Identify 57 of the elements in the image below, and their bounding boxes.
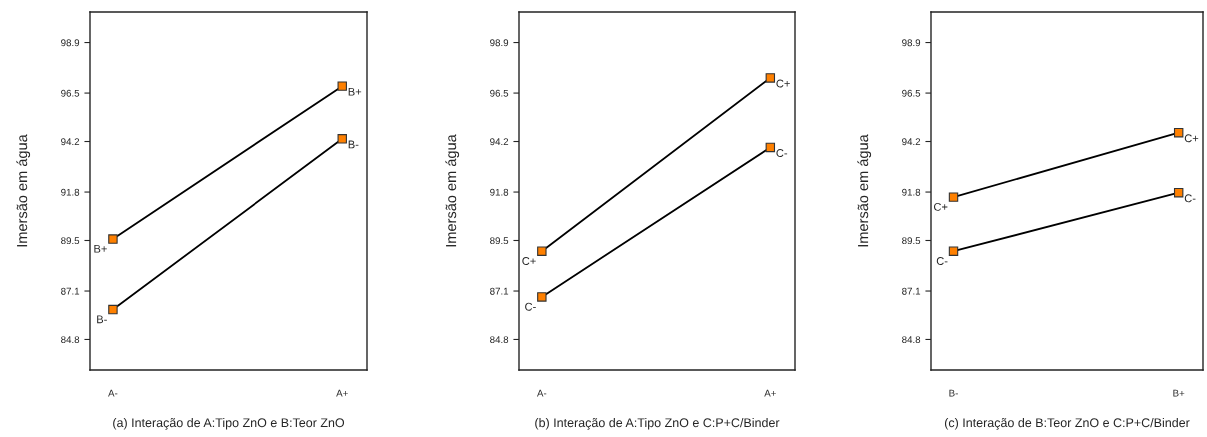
y-tick-label: 87.1 [902, 287, 921, 295]
y-tick-label: 96.5 [61, 89, 80, 97]
y-tick-label: 84.8 [61, 336, 80, 344]
point [337, 134, 347, 144]
y-tick-label: 91.8 [61, 188, 80, 196]
series-label: C+ [1184, 134, 1199, 143]
y-tick-label: 91.8 [902, 188, 921, 196]
x-tick-label: A- [108, 389, 118, 397]
text: C+ [934, 202, 948, 211]
point [337, 81, 347, 91]
y-tick-label: 84.8 [490, 336, 509, 344]
series-label: B+ [348, 87, 362, 96]
y-tick-label: 98.9 [490, 39, 509, 47]
point [108, 304, 118, 315]
y-tick-label: 96.5 [902, 89, 921, 97]
point [108, 234, 118, 244]
series-label: C- [1184, 194, 1196, 203]
y-tick-label: 94.2 [490, 138, 509, 146]
series-label: C+ [776, 79, 790, 88]
x-tick-label: A+ [764, 389, 776, 397]
x-axis-title: (c) Interação de B:Teor ZnO e C:P+C/Binder [944, 417, 1190, 430]
x-tick-label: A- [537, 389, 547, 397]
point [948, 192, 959, 202]
y-tick-label: 89.5 [490, 237, 509, 245]
y-tick-label: 87.1 [61, 287, 80, 295]
series-label: C- [776, 149, 788, 157]
point [537, 292, 547, 302]
text: C- [525, 302, 536, 311]
text: B+ [94, 244, 107, 253]
y-tick-label: 94.2 [61, 138, 80, 146]
y-tick-label: 84.8 [902, 336, 921, 344]
x-tick-label: A+ [336, 389, 348, 397]
text: B- [97, 315, 107, 324]
point [1173, 127, 1184, 138]
point [537, 246, 547, 256]
y-tick-label: 96.5 [490, 89, 509, 97]
point [948, 246, 959, 256]
y-axis-title: Imersão em água [857, 134, 872, 247]
x-axis-title: (a) Interação de A:Tipo ZnO e B:Teor ZnO [113, 417, 345, 430]
y-axis-title: Imersão em água [445, 134, 460, 247]
y-tick-label: 89.5 [61, 237, 80, 245]
x-tick-label: B- [949, 389, 958, 397]
y-tick-label: 89.5 [902, 237, 921, 245]
point [1173, 187, 1184, 198]
y-axis-title: Imersão em água [16, 134, 31, 247]
y-tick-label: 91.8 [490, 188, 509, 196]
point [765, 73, 776, 83]
point [765, 142, 776, 153]
text: C+ [522, 257, 536, 265]
text: C- [936, 257, 948, 265]
x-axis-title: (b) Interação de A:Tipo ZnO e C:P+C/Binder [535, 417, 780, 430]
y-tick-label: 98.9 [902, 39, 921, 47]
y-tick-label: 87.1 [490, 287, 509, 295]
y-tick-label: 98.9 [61, 39, 80, 47]
series-label: B- [348, 140, 359, 149]
y-tick-label: 94.2 [902, 138, 921, 146]
x-tick-label: B+ [1173, 389, 1185, 397]
